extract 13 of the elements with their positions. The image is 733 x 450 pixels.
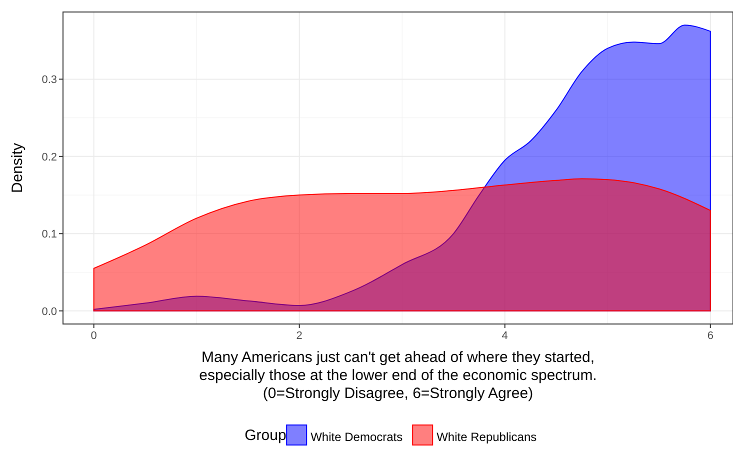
x-tick-label: 4 (502, 330, 508, 342)
y-tick-label: 0.0 (42, 306, 57, 318)
y-tick-label: 0.1 (42, 228, 57, 241)
y-tick-label: 0.2 (42, 151, 57, 164)
x-axis-title: Many Americans just can't get ahead of where they started, especially those at the lower end of the economic spectrum. (0=Strongly Disagree, 6=Strongly Agree) (199, 349, 597, 402)
x-tick-label: 2 (296, 330, 302, 342)
legend-label: White Democrats (310, 430, 403, 444)
y-tick-label: 0.3 (42, 74, 57, 86)
legend-title: Group (244, 427, 286, 444)
y-axis-title: Density (9, 142, 26, 194)
x-tick-label: 0 (90, 330, 97, 342)
x-tick-label: 6 (707, 330, 714, 342)
legend-label: White Republicans (436, 430, 537, 444)
